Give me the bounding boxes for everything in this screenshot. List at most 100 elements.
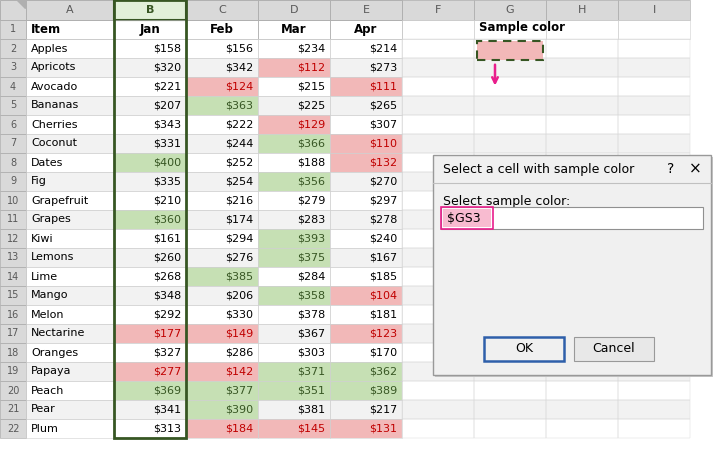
Text: Nectarine: Nectarine xyxy=(31,329,85,338)
Bar xyxy=(114,96,186,115)
Text: Jan: Jan xyxy=(140,23,160,36)
Text: Pear: Pear xyxy=(31,405,56,414)
Bar xyxy=(258,115,330,134)
Bar xyxy=(26,343,114,362)
Bar xyxy=(546,58,618,77)
Text: $225: $225 xyxy=(296,100,325,111)
Text: C: C xyxy=(218,5,226,15)
Text: $284: $284 xyxy=(296,271,325,282)
Bar xyxy=(546,419,618,438)
Text: 12: 12 xyxy=(7,233,19,244)
Bar xyxy=(474,324,546,343)
Bar xyxy=(114,172,186,191)
Bar xyxy=(114,210,186,229)
Text: $330: $330 xyxy=(225,309,253,319)
Text: $132: $132 xyxy=(369,157,397,168)
Text: 13: 13 xyxy=(7,252,19,263)
Bar xyxy=(402,248,474,267)
Bar xyxy=(474,381,546,400)
Bar xyxy=(546,172,618,191)
Bar xyxy=(114,267,186,286)
Bar xyxy=(186,286,258,305)
Bar xyxy=(618,20,690,39)
Text: 4: 4 xyxy=(10,81,16,92)
Bar xyxy=(114,286,186,305)
Bar xyxy=(186,210,258,229)
Text: $207: $207 xyxy=(153,100,181,111)
Text: 20: 20 xyxy=(7,386,19,395)
Bar xyxy=(474,419,546,438)
Bar xyxy=(330,305,402,324)
Bar xyxy=(26,20,114,39)
Bar xyxy=(546,134,618,153)
Bar xyxy=(258,324,330,343)
Text: $158: $158 xyxy=(153,44,181,54)
Bar xyxy=(186,324,258,343)
Bar xyxy=(186,248,258,267)
Text: $276: $276 xyxy=(225,252,253,263)
Text: Item: Item xyxy=(31,23,61,36)
Bar xyxy=(402,229,474,248)
Bar xyxy=(26,229,114,248)
Text: $320: $320 xyxy=(153,63,181,73)
Text: 1: 1 xyxy=(10,25,16,35)
Bar xyxy=(474,153,546,172)
Bar xyxy=(258,20,330,39)
Bar xyxy=(114,419,186,438)
Bar xyxy=(546,77,618,96)
Text: 15: 15 xyxy=(7,290,19,300)
Bar xyxy=(330,96,402,115)
Bar xyxy=(546,153,618,172)
Text: $313: $313 xyxy=(153,424,181,433)
Bar xyxy=(618,362,690,381)
Text: $378: $378 xyxy=(296,309,325,319)
Text: $283: $283 xyxy=(296,214,325,225)
Bar xyxy=(114,229,186,248)
Bar xyxy=(258,210,330,229)
Text: G: G xyxy=(505,5,514,15)
Bar xyxy=(330,58,402,77)
Bar xyxy=(114,248,186,267)
Bar xyxy=(0,267,26,286)
Bar xyxy=(474,229,546,248)
Text: $307: $307 xyxy=(369,119,397,130)
Bar xyxy=(474,115,546,134)
Bar xyxy=(114,419,186,438)
Bar xyxy=(618,324,690,343)
Bar xyxy=(26,400,114,419)
Bar xyxy=(618,229,690,248)
Bar xyxy=(186,115,258,134)
Bar xyxy=(258,134,330,153)
Bar xyxy=(618,267,690,286)
Bar xyxy=(0,153,26,172)
Bar xyxy=(402,58,474,77)
Bar xyxy=(474,20,546,39)
Bar xyxy=(546,248,618,267)
Bar xyxy=(114,362,186,381)
Bar xyxy=(402,286,474,305)
Bar xyxy=(618,77,690,96)
Bar xyxy=(114,229,186,248)
Text: $268: $268 xyxy=(153,271,181,282)
Bar xyxy=(258,229,330,248)
Bar xyxy=(0,191,26,210)
Bar xyxy=(114,77,186,96)
Text: $381: $381 xyxy=(297,405,325,414)
Bar xyxy=(402,400,474,419)
Bar xyxy=(114,115,186,134)
Bar xyxy=(402,39,474,58)
Text: $214: $214 xyxy=(369,44,397,54)
Text: $369: $369 xyxy=(153,386,181,395)
Bar xyxy=(474,305,546,324)
Bar xyxy=(618,210,690,229)
Text: $294: $294 xyxy=(225,233,253,244)
Bar xyxy=(186,153,258,172)
Text: $375: $375 xyxy=(297,252,325,263)
Bar xyxy=(186,39,258,58)
Bar xyxy=(186,77,258,96)
Bar xyxy=(402,191,474,210)
Bar xyxy=(402,267,474,286)
Text: Apples: Apples xyxy=(31,44,68,54)
Bar xyxy=(258,267,330,286)
Bar xyxy=(402,172,474,191)
